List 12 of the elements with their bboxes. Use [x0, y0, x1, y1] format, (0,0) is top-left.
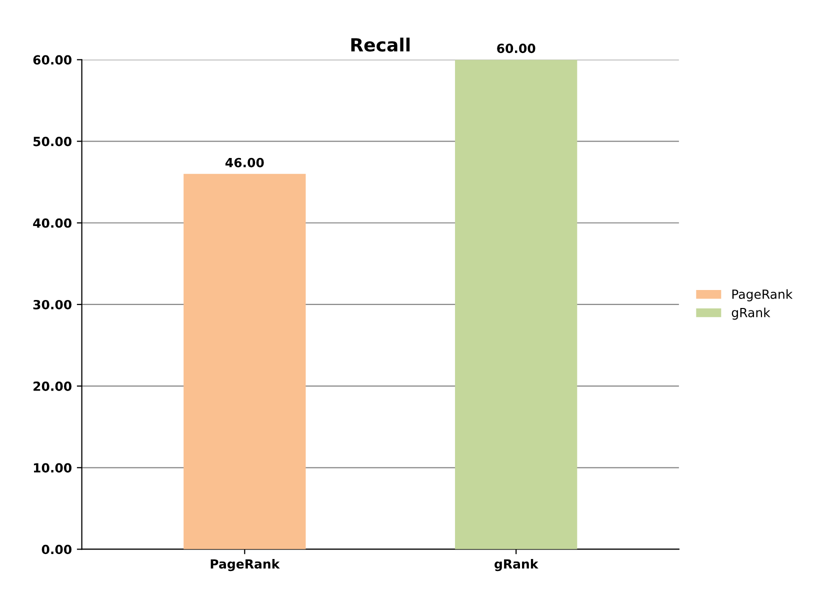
chart-title: Recall — [351, 38, 410, 52]
y-tick-label: 60.00 — [33, 55, 72, 65]
y-tick-label: 0.00 — [42, 544, 72, 554]
text: 46.00 — [225, 158, 264, 168]
text: 60.00 — [497, 44, 536, 54]
y-tick-label: 10.00 — [34, 463, 72, 473]
y-tick-label: 30.00 — [33, 300, 72, 310]
y-tick-label: 20.00 — [34, 382, 72, 391]
y-tick-label: 40.00 — [33, 218, 72, 228]
y-tick-label: 50.00 — [34, 136, 72, 146]
legend-label: PageRank — [732, 289, 793, 302]
legend-label: gRank — [732, 308, 770, 320]
